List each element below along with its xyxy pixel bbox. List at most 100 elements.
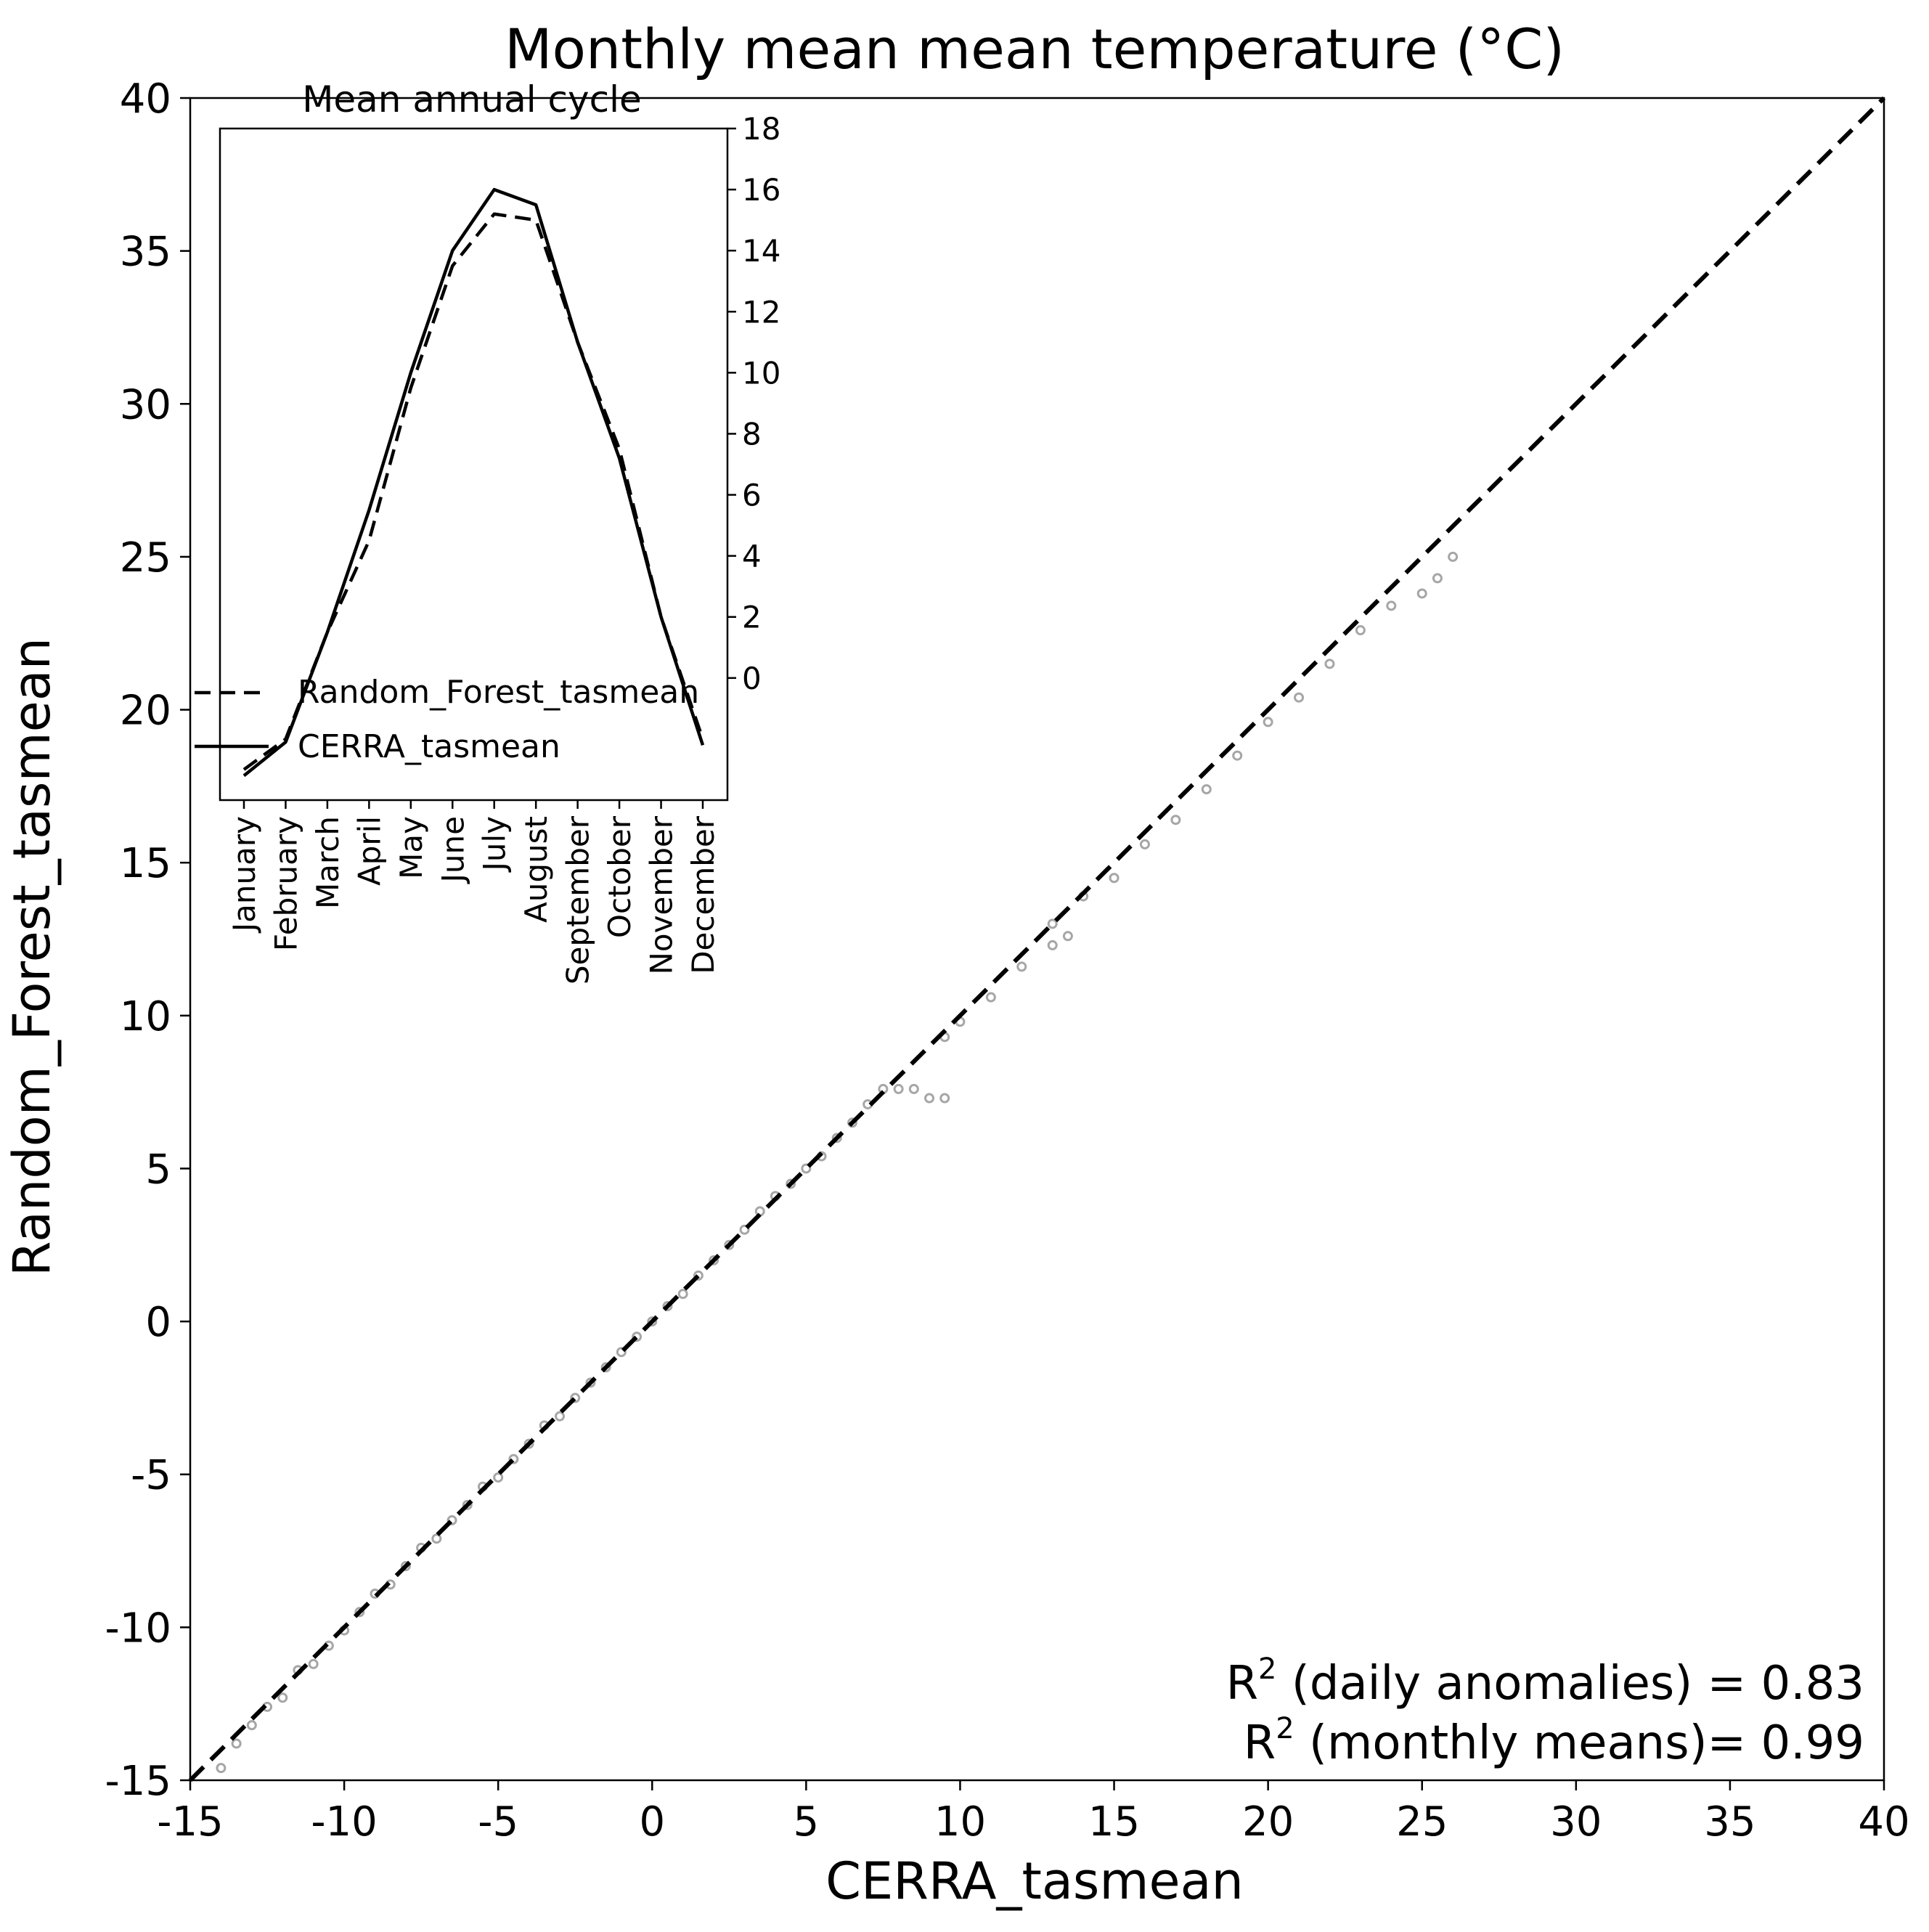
scatter-point [1109, 873, 1120, 884]
inset-y-ticks: 0 2 4 6 8 10 12 14 16 18 [727, 111, 780, 696]
y-tick-label: -15 [105, 1758, 171, 1805]
inset-x-tick-label: April [351, 816, 387, 886]
scatter-point [1047, 939, 1058, 950]
scatter-point [1062, 931, 1073, 942]
y-tick-label: 25 [120, 534, 171, 582]
scatter-point [431, 1533, 442, 1544]
scatter-point [831, 1133, 842, 1144]
inset-y-tick-label: 18 [742, 111, 780, 147]
scatter-point [1355, 625, 1366, 636]
scatter-point [446, 1515, 457, 1525]
scatter-point [570, 1393, 581, 1403]
legend-label-cerra: CERRA_tasmean [298, 728, 560, 765]
scatter-point [693, 1270, 704, 1281]
scatter-point [493, 1472, 504, 1483]
scatter-point [632, 1332, 643, 1342]
inset-y-tick-label: 14 [742, 233, 780, 269]
scatter-point [847, 1117, 857, 1128]
x-tick-label: 25 [1396, 1798, 1448, 1846]
inset-y-tick-label: 4 [742, 539, 762, 574]
y-tick-label: 20 [120, 688, 171, 735]
scatter-point [308, 1658, 319, 1669]
y-tick-label: 35 [120, 229, 171, 276]
x-tick-label: 0 [639, 1798, 665, 1846]
scatter-point [739, 1224, 750, 1235]
y-tick-label: 40 [120, 76, 171, 123]
scatter-point [1386, 600, 1397, 611]
scatter-point [1263, 717, 1273, 727]
r2-monthly-annotation: R2 (monthly means)= 0.99 [1244, 1712, 1864, 1770]
scatter-point [508, 1454, 519, 1464]
inset-annual-cycle: Mean annual cycle 0 2 4 6 8 10 12 14 16 18 Januar… [195, 78, 780, 985]
x-tick-label: -10 [311, 1798, 377, 1846]
inset-x-tick-label: March [310, 816, 346, 909]
x-tick-label: 20 [1242, 1798, 1294, 1846]
inset-y-tick-label: 10 [742, 355, 780, 391]
scatter-point [677, 1289, 688, 1300]
inset-x-tick-label: October [602, 815, 637, 938]
scatter-point [1201, 784, 1212, 795]
scatter-point [231, 1738, 242, 1749]
main-plot-frame [189, 97, 1885, 1782]
inset-y-tick-label: 0 [742, 661, 762, 696]
scatter-point [523, 1438, 534, 1449]
inset-x-tick-label: July [477, 816, 513, 873]
scatter-point [354, 1607, 365, 1618]
y-tick-label: 0 [145, 1299, 171, 1346]
x-axis-label: CERRA_tasmean [825, 1851, 1244, 1911]
scatter-point [277, 1692, 288, 1703]
y-tick-label: 15 [120, 840, 171, 887]
x-tick-label: 15 [1088, 1798, 1140, 1846]
scatter-point [616, 1347, 627, 1358]
scatter-point [1170, 815, 1181, 826]
inset-x-tick-label: February [268, 816, 303, 951]
scatter-point [1047, 918, 1058, 929]
inset-x-tick-label: November [644, 815, 680, 974]
scatter-point [662, 1301, 673, 1312]
inset-title: Mean annual cycle [302, 78, 641, 121]
scatter-point [1416, 588, 1427, 599]
scatter-point [555, 1411, 566, 1422]
scatter-point [939, 1093, 950, 1104]
inset-x-ticks: January February March April May June July Augu… [227, 800, 721, 985]
scatter-point [1432, 573, 1443, 584]
inset-x-tick-label: January [227, 816, 262, 934]
scatter-point [1448, 551, 1459, 562]
y-axis-ticks: -15 -10 -5 0 5 10 15 20 25 30 35 40 [105, 76, 190, 1805]
inset-y-tick-label: 8 [742, 416, 762, 452]
inset-y-tick-label: 16 [742, 172, 780, 208]
x-tick-label: -5 [478, 1798, 518, 1846]
chart-title: Monthly mean mean temperature (°C) [505, 17, 1565, 81]
one-to-one-reference-line [188, 96, 1886, 1782]
inset-legend: Random_Forest_tasmean CERRA_tasmean [195, 674, 699, 765]
scatter-point [908, 1083, 919, 1094]
inset-frame [219, 127, 729, 802]
x-tick-label: -15 [157, 1798, 223, 1846]
x-axis-ticks: -15 -10 -5 0 5 10 15 20 25 30 35 40 [157, 1780, 1910, 1846]
y-tick-label: -5 [131, 1452, 171, 1499]
inset-y-tick-label: 6 [742, 478, 762, 513]
main-plot: -15 -10 -5 0 5 10 15 20 25 30 35 40 -15-10-50510152… [105, 76, 1910, 1846]
scatter-point [924, 1093, 935, 1104]
scatter-point [724, 1239, 735, 1250]
inset-x-tick-label: September [560, 815, 596, 985]
scatter-point [1139, 839, 1150, 849]
scatter-point [216, 1763, 227, 1774]
scatter-point [893, 1083, 904, 1094]
inset-x-tick-label: May [393, 816, 429, 879]
y-tick-label: -10 [105, 1605, 171, 1652]
inset-x-tick-label: December [685, 815, 721, 974]
scatter-point [600, 1362, 611, 1373]
inset-lines [242, 187, 705, 778]
inset-x-tick-label: June [435, 816, 470, 884]
y-tick-label: 30 [120, 381, 171, 428]
scatter-point [801, 1163, 812, 1174]
x-tick-label: 5 [794, 1798, 820, 1846]
scatter-point [246, 1720, 257, 1731]
scatter-point [462, 1499, 473, 1510]
x-tick-label: 35 [1704, 1798, 1755, 1846]
scatter-point [1324, 659, 1335, 669]
inset-x-tick-label: August [518, 816, 554, 923]
inset-line-cerra [242, 187, 705, 778]
